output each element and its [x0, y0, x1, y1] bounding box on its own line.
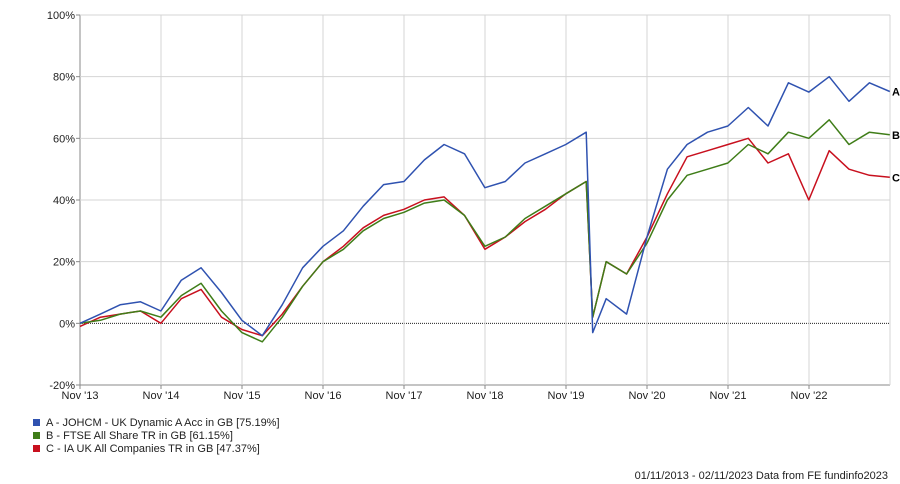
legend-swatch-c: [33, 445, 40, 452]
y-tick-label: 40%: [53, 195, 75, 207]
series-line-c: [79, 137, 890, 337]
x-tick-label: Nov '19: [548, 390, 585, 400]
x-tick-label: Nov '17: [386, 390, 423, 400]
y-tick-label: 20%: [53, 257, 75, 269]
line-chart: -20%0%20%40%60%80%100% Nov '13 Nov '14 Nov…: [47, 10, 900, 400]
y-axis: -20% 0% 20% 40% 60% 80% 100%: [47, 10, 80, 392]
series-line-b: [79, 119, 890, 343]
y-tick-label: 60%: [53, 133, 75, 145]
y-tick-label: 100%: [47, 10, 75, 22]
x-tick-label: Nov '18: [467, 390, 504, 400]
x-tick-label: Nov '15: [224, 390, 261, 400]
y-tick-label: -20%: [49, 380, 75, 392]
series-end-label-c: C: [892, 172, 900, 184]
x-axis: Nov '13 Nov '14 Nov '15 Nov '16 Nov '17 Nov '…: [62, 385, 828, 400]
x-tick-label: Nov '21: [710, 390, 747, 400]
legend-label-c: C - IA UK All Companies TR in GB [47.37%…: [46, 442, 260, 455]
x-tick-label: Nov '13: [62, 390, 99, 400]
legend-swatch-b: [33, 432, 40, 439]
chart-footer: 01/11/2013 - 02/11/2023 Data from FE fun…: [634, 470, 888, 482]
legend-label-a: A - JOHCM - UK Dynamic A Acc in GB [75.1…: [46, 416, 280, 429]
series-lines: [79, 75, 891, 343]
legend-item-a: A - JOHCM - UK Dynamic A Acc in GB [75.1…: [33, 416, 280, 429]
legend-item-b: B - FTSE All Share TR in GB [61.15%]: [33, 429, 280, 442]
series-end-label-b: B: [892, 130, 900, 142]
x-tick-label: Nov '16: [305, 390, 342, 400]
legend-swatch-a: [33, 419, 40, 426]
grid: [79, 14, 891, 386]
x-tick-label: Nov '20: [629, 390, 666, 400]
x-tick-label: Nov '22: [791, 390, 828, 400]
series-end-labels: C B A: [892, 86, 900, 184]
series-line-a: [79, 75, 891, 337]
series-end-label-a: A: [892, 86, 900, 98]
legend: A - JOHCM - UK Dynamic A Acc in GB [75.1…: [33, 416, 280, 455]
legend-item-c: C - IA UK All Companies TR in GB [47.37%…: [33, 442, 280, 455]
legend-label-b: B - FTSE All Share TR in GB [61.15%]: [46, 429, 233, 442]
y-tick-label: 0%: [59, 318, 75, 330]
x-tick-label: Nov '14: [143, 390, 180, 400]
y-tick-label: 80%: [53, 72, 75, 84]
